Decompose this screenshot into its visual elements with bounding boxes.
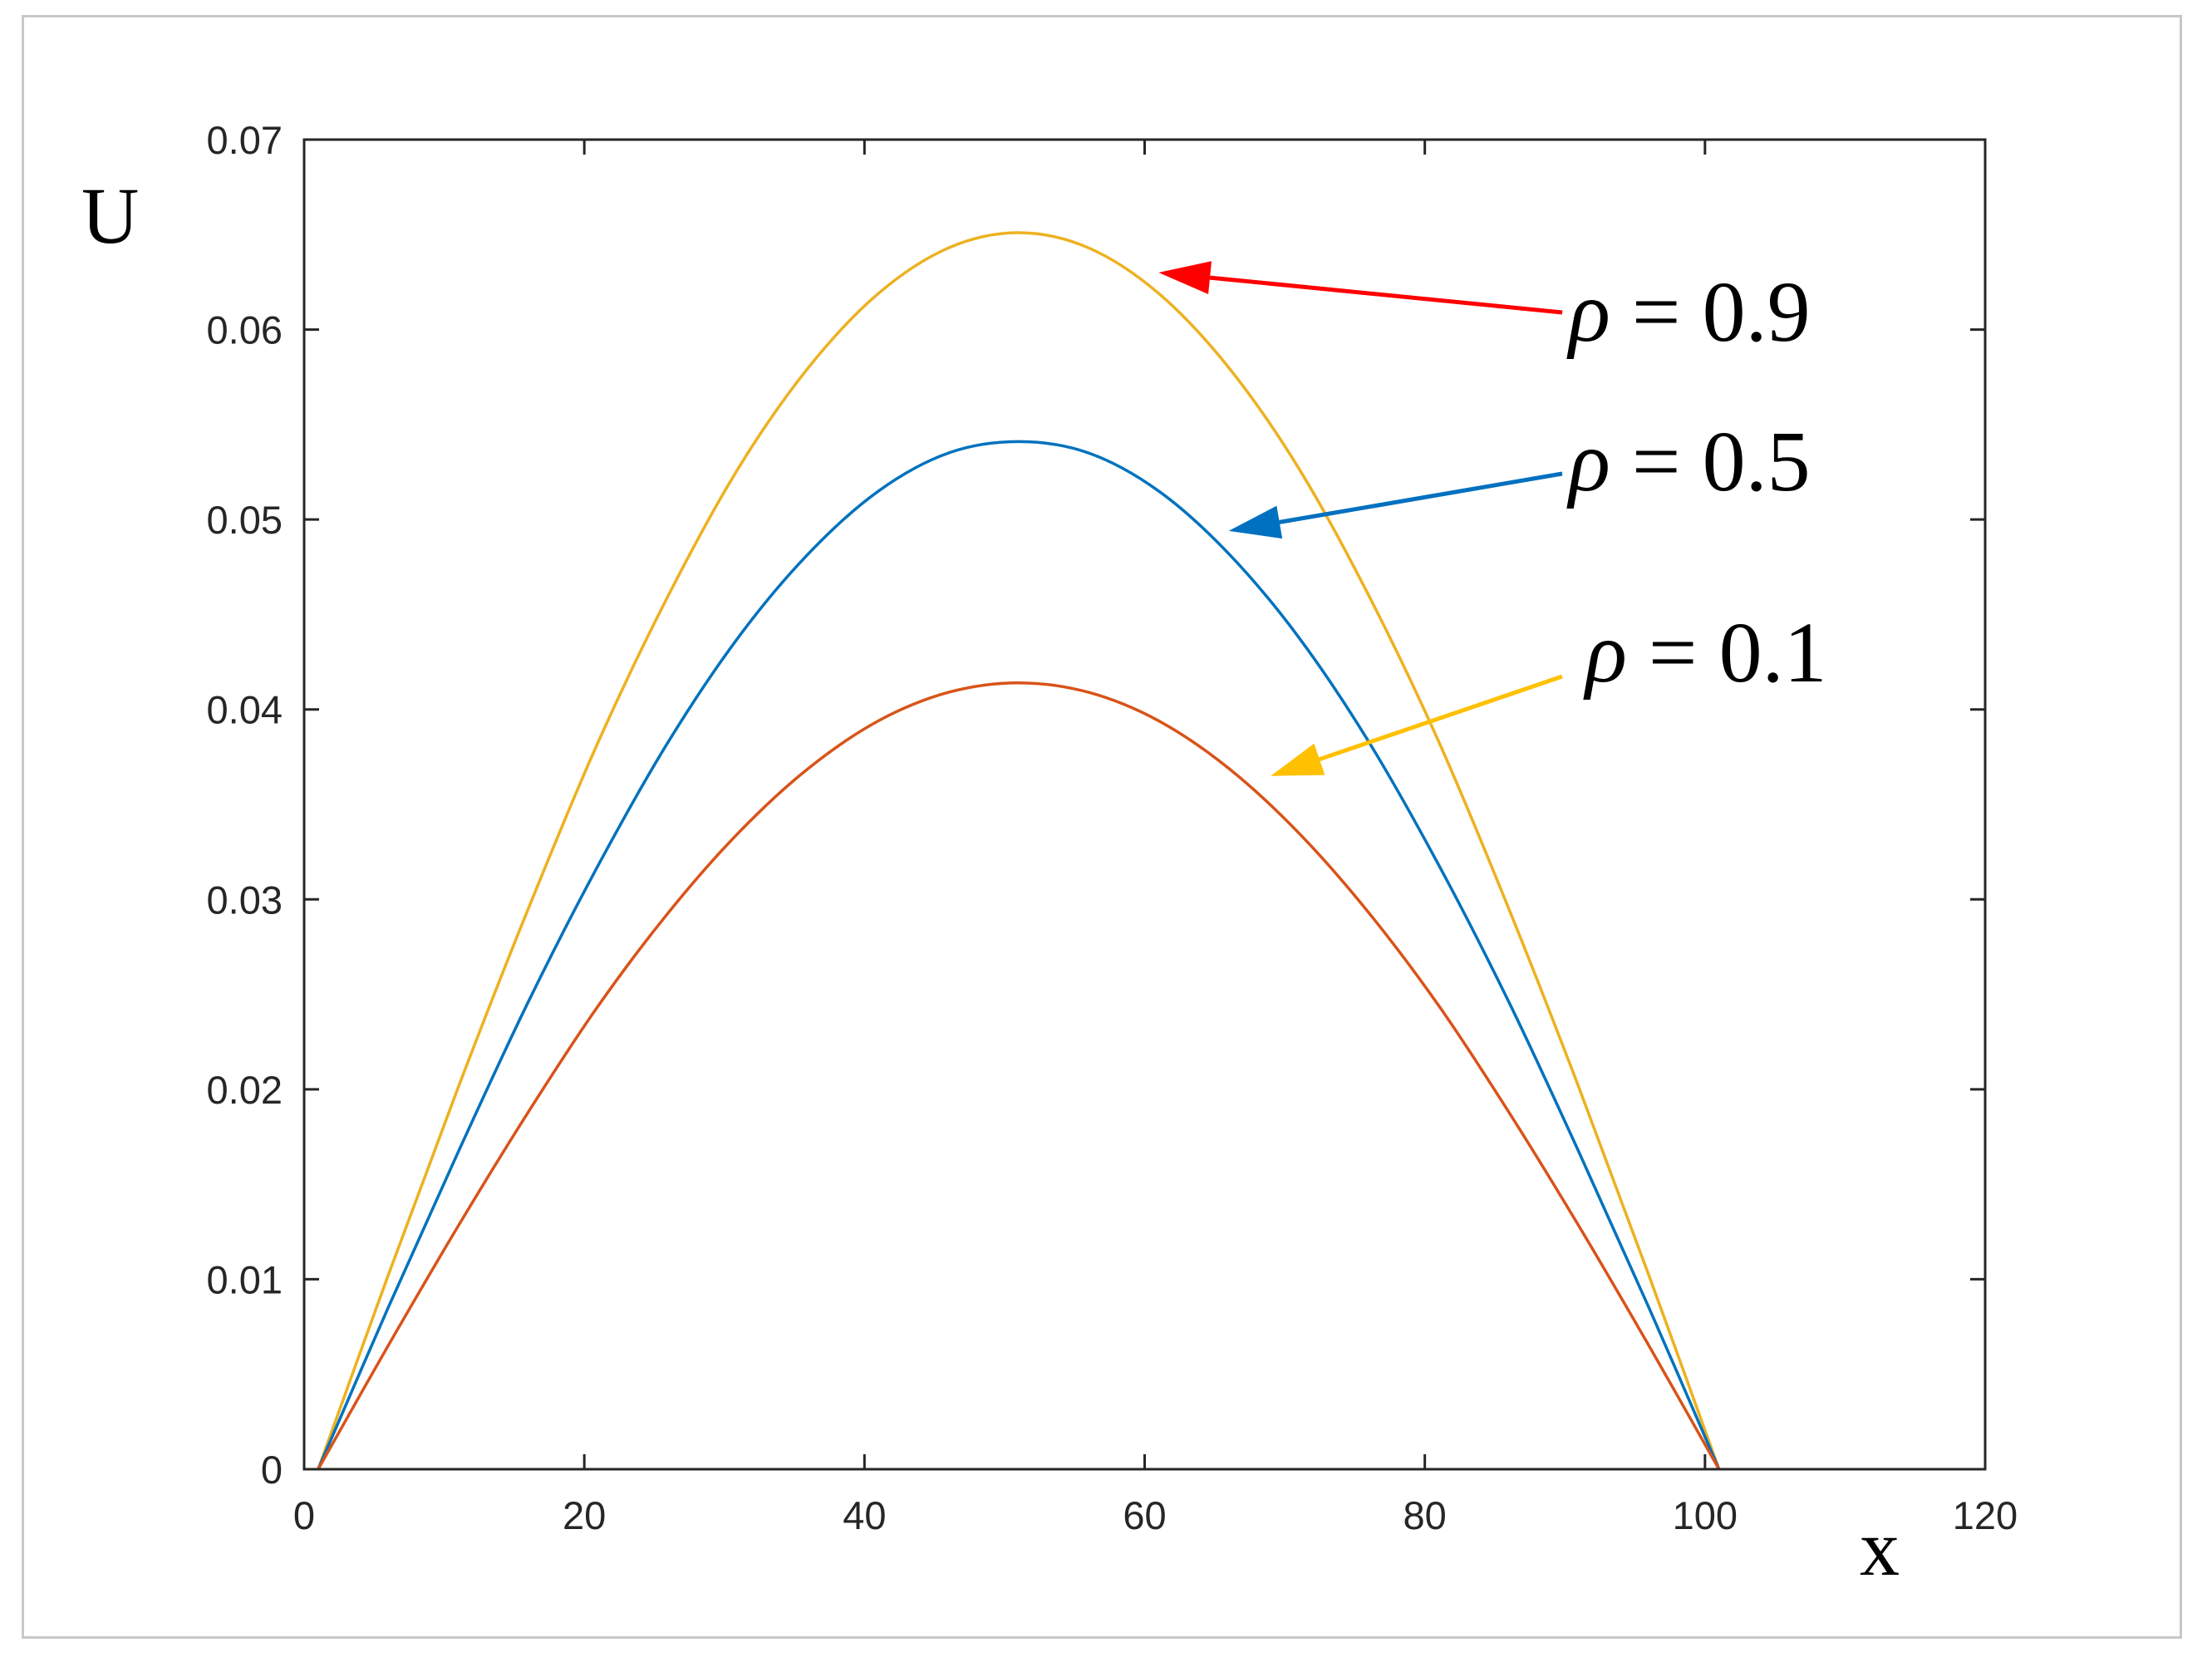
- y-tick-label: 0.07: [207, 118, 283, 162]
- annotation-arrow-line: [1279, 471, 1563, 524]
- annotation-symbol: ρ: [1566, 264, 1610, 360]
- x-tick-label: 80: [1403, 1493, 1447, 1537]
- annotation-label: ρ = 0.1: [1583, 605, 1827, 701]
- x-tick-label: 100: [1673, 1493, 1738, 1537]
- y-tick-label: 0.03: [207, 878, 283, 922]
- annotation-arrowhead: [1271, 743, 1325, 776]
- series-line-2: [317, 440, 1721, 1470]
- x-tick-label: 40: [843, 1493, 886, 1537]
- annotation-value: = 0.5: [1610, 414, 1811, 509]
- y-tick-label: 0.06: [207, 308, 283, 352]
- x-tick-label: 0: [293, 1493, 315, 1537]
- annotation-symbol: ρ: [1583, 605, 1627, 701]
- y-axis-label: U: [81, 171, 139, 260]
- annotation-label: ρ = 0.9: [1566, 264, 1811, 360]
- y-tick-label: 0.05: [207, 498, 283, 542]
- annotation-value: = 0.1: [1627, 605, 1827, 701]
- annotation-value: = 0.9: [1610, 264, 1811, 360]
- x-tick-label: 60: [1123, 1493, 1166, 1537]
- series-line-3: [317, 681, 1721, 1470]
- annotation-arrowhead: [1158, 261, 1212, 295]
- series-line-1: [317, 231, 1721, 1470]
- x-axis-label: x: [1860, 1503, 1900, 1592]
- y-tick-label: 0.01: [207, 1257, 283, 1301]
- y-tick-label: 0: [261, 1448, 283, 1492]
- annotation-label: ρ = 0.5: [1566, 414, 1811, 509]
- annotation-arrow-line: [1319, 674, 1563, 762]
- annotation-symbol: ρ: [1566, 414, 1610, 509]
- plot-area: [304, 140, 1985, 1469]
- annotation-arrows: [1158, 261, 1563, 776]
- x-tick-label: 120: [1953, 1493, 2018, 1537]
- y-tick-label: 0.04: [207, 688, 283, 732]
- annotation-arrowhead: [1228, 505, 1283, 539]
- x-tick-labels: 0 20 40 60 80 100 120: [293, 1493, 2018, 1537]
- annotation-labels: ρ = 0.9ρ = 0.5ρ = 0.1: [1566, 264, 1827, 701]
- tick-marks: [302, 138, 1987, 1471]
- y-tick-labels: 0 0.01 0.02 0.03 0.04 0.05 0.06 0.07: [207, 118, 283, 1492]
- x-tick-label: 20: [563, 1493, 606, 1537]
- y-tick-label: 0.02: [207, 1068, 283, 1112]
- series-layer: [317, 231, 1721, 1470]
- annotation-arrow-line: [1209, 275, 1563, 315]
